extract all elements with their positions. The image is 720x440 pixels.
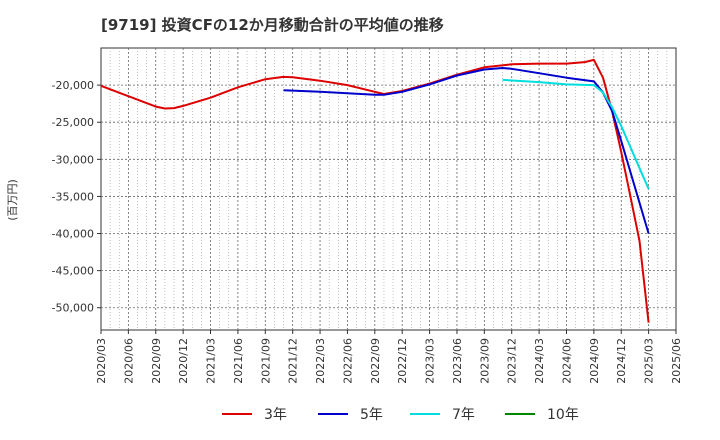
x-tick-label: 2021/03 — [205, 338, 218, 384]
x-tick-label: 2023/12 — [506, 338, 519, 384]
x-tick-label: 2021/06 — [232, 338, 245, 384]
x-tick-label: 2022/09 — [369, 338, 382, 384]
legend-label: 3年 — [264, 407, 287, 423]
x-tick-label: 2020/03 — [95, 338, 108, 384]
x-tick-label: 2020/06 — [122, 338, 135, 384]
x-tick-label: 2022/03 — [314, 338, 327, 384]
legend-label: 10年 — [547, 407, 579, 423]
plot-area — [100, 47, 677, 331]
x-tick-label: 2022/06 — [341, 338, 354, 384]
x-tick-label: 2024/06 — [560, 338, 573, 384]
x-tick-label: 2025/06 — [670, 338, 683, 384]
x-tick-label: 2021/09 — [259, 338, 272, 384]
x-tick-label: 2021/12 — [287, 338, 300, 384]
legend: 3年 5年 7年 10年 — [222, 407, 579, 423]
x-tick-label: 2023/06 — [451, 338, 464, 384]
x-tick-label: 2023/09 — [478, 338, 491, 384]
x-tick-label: 2020/12 — [177, 338, 190, 384]
chart-title: [9719] 投資CFの12か月移動合計の平均値の推移 — [101, 16, 444, 34]
plot-frame — [100, 47, 677, 331]
y-tick-label: -50,000 — [52, 302, 94, 315]
x-tick-label: 2022/12 — [396, 338, 409, 384]
series-line-7年 — [502, 78, 650, 190]
y-tick-label: -35,000 — [52, 190, 94, 203]
x-tick-label: 2025/03 — [643, 338, 656, 384]
x-tick-label: 2023/03 — [424, 338, 437, 384]
x-axis-ticks: 2020/03 2020/06 2020/09 2020/12 2021/03 2021/… — [95, 330, 683, 384]
series-lines — [100, 58, 650, 323]
x-tick-label: 2024/12 — [615, 338, 628, 384]
y-tick-label: -45,000 — [52, 265, 94, 278]
y-tick-label: -30,000 — [52, 153, 94, 166]
legend-label: 5年 — [360, 407, 383, 423]
x-tick-label: 2024/03 — [533, 338, 546, 384]
x-tick-label: 2020/09 — [150, 338, 163, 384]
y-tick-label: -25,000 — [52, 116, 94, 129]
y-tick-label: -20,000 — [52, 79, 94, 92]
y-axis-ticks: -20,000 -25,000 -30,000 -35,000 -40,000 -45,0… — [52, 79, 101, 315]
legend-label: 7年 — [452, 407, 475, 423]
x-tick-label: 2024/09 — [588, 338, 601, 384]
y-tick-label: -40,000 — [52, 228, 94, 241]
y-axis-title: (百万円) — [6, 179, 19, 221]
gridlines — [101, 48, 676, 330]
